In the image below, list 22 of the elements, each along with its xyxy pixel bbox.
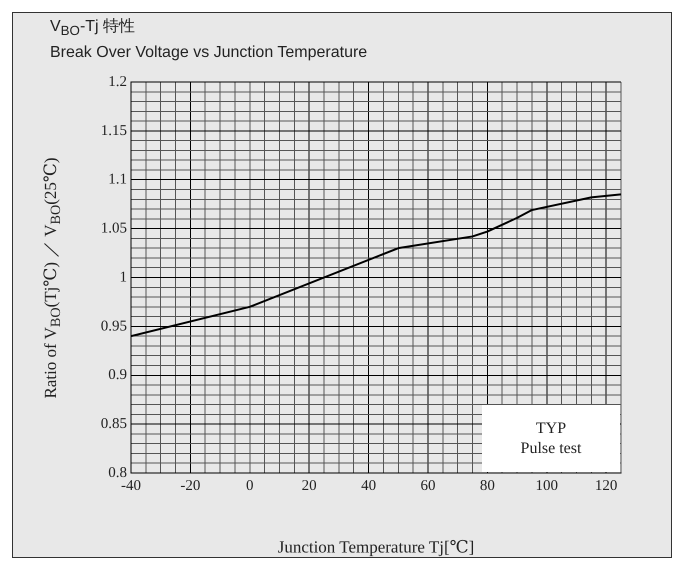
x-tick-label: 120 xyxy=(594,478,618,494)
annotation: TYP xyxy=(536,418,566,438)
y-tick-label: 1 xyxy=(120,269,127,286)
y-tick-label: 0.95 xyxy=(100,318,127,334)
chart-subtitle: Break Over Voltage vs Junction Temperature xyxy=(50,43,368,64)
y-tick-label: 0.9 xyxy=(108,367,127,384)
x-tick-label: 80 xyxy=(480,478,495,494)
y-tick-label: 1.1 xyxy=(108,172,127,188)
y-tick-label: 1.15 xyxy=(100,122,127,139)
note-box: TYP Pulse test xyxy=(482,405,620,472)
x-tick-label: 0 xyxy=(246,478,254,494)
x-tick-label: -20 xyxy=(180,478,200,494)
x-tick-label: 60 xyxy=(420,478,436,494)
y-tick-label: 1.05 xyxy=(100,220,127,237)
x-tick-label: 20 xyxy=(302,478,317,494)
y-tick-label: 0.85 xyxy=(100,416,127,432)
x-tick-label: 100 xyxy=(536,478,558,494)
annotation: Pulse test xyxy=(520,438,582,458)
x-tick-label: 40 xyxy=(361,478,376,494)
y-tick-label: 1.2 xyxy=(108,74,127,90)
x-axis-title: Junction Temperature Tj[℃] xyxy=(278,537,474,556)
chart-title: V$_{BO}$-Tj 特性 xyxy=(50,17,136,40)
